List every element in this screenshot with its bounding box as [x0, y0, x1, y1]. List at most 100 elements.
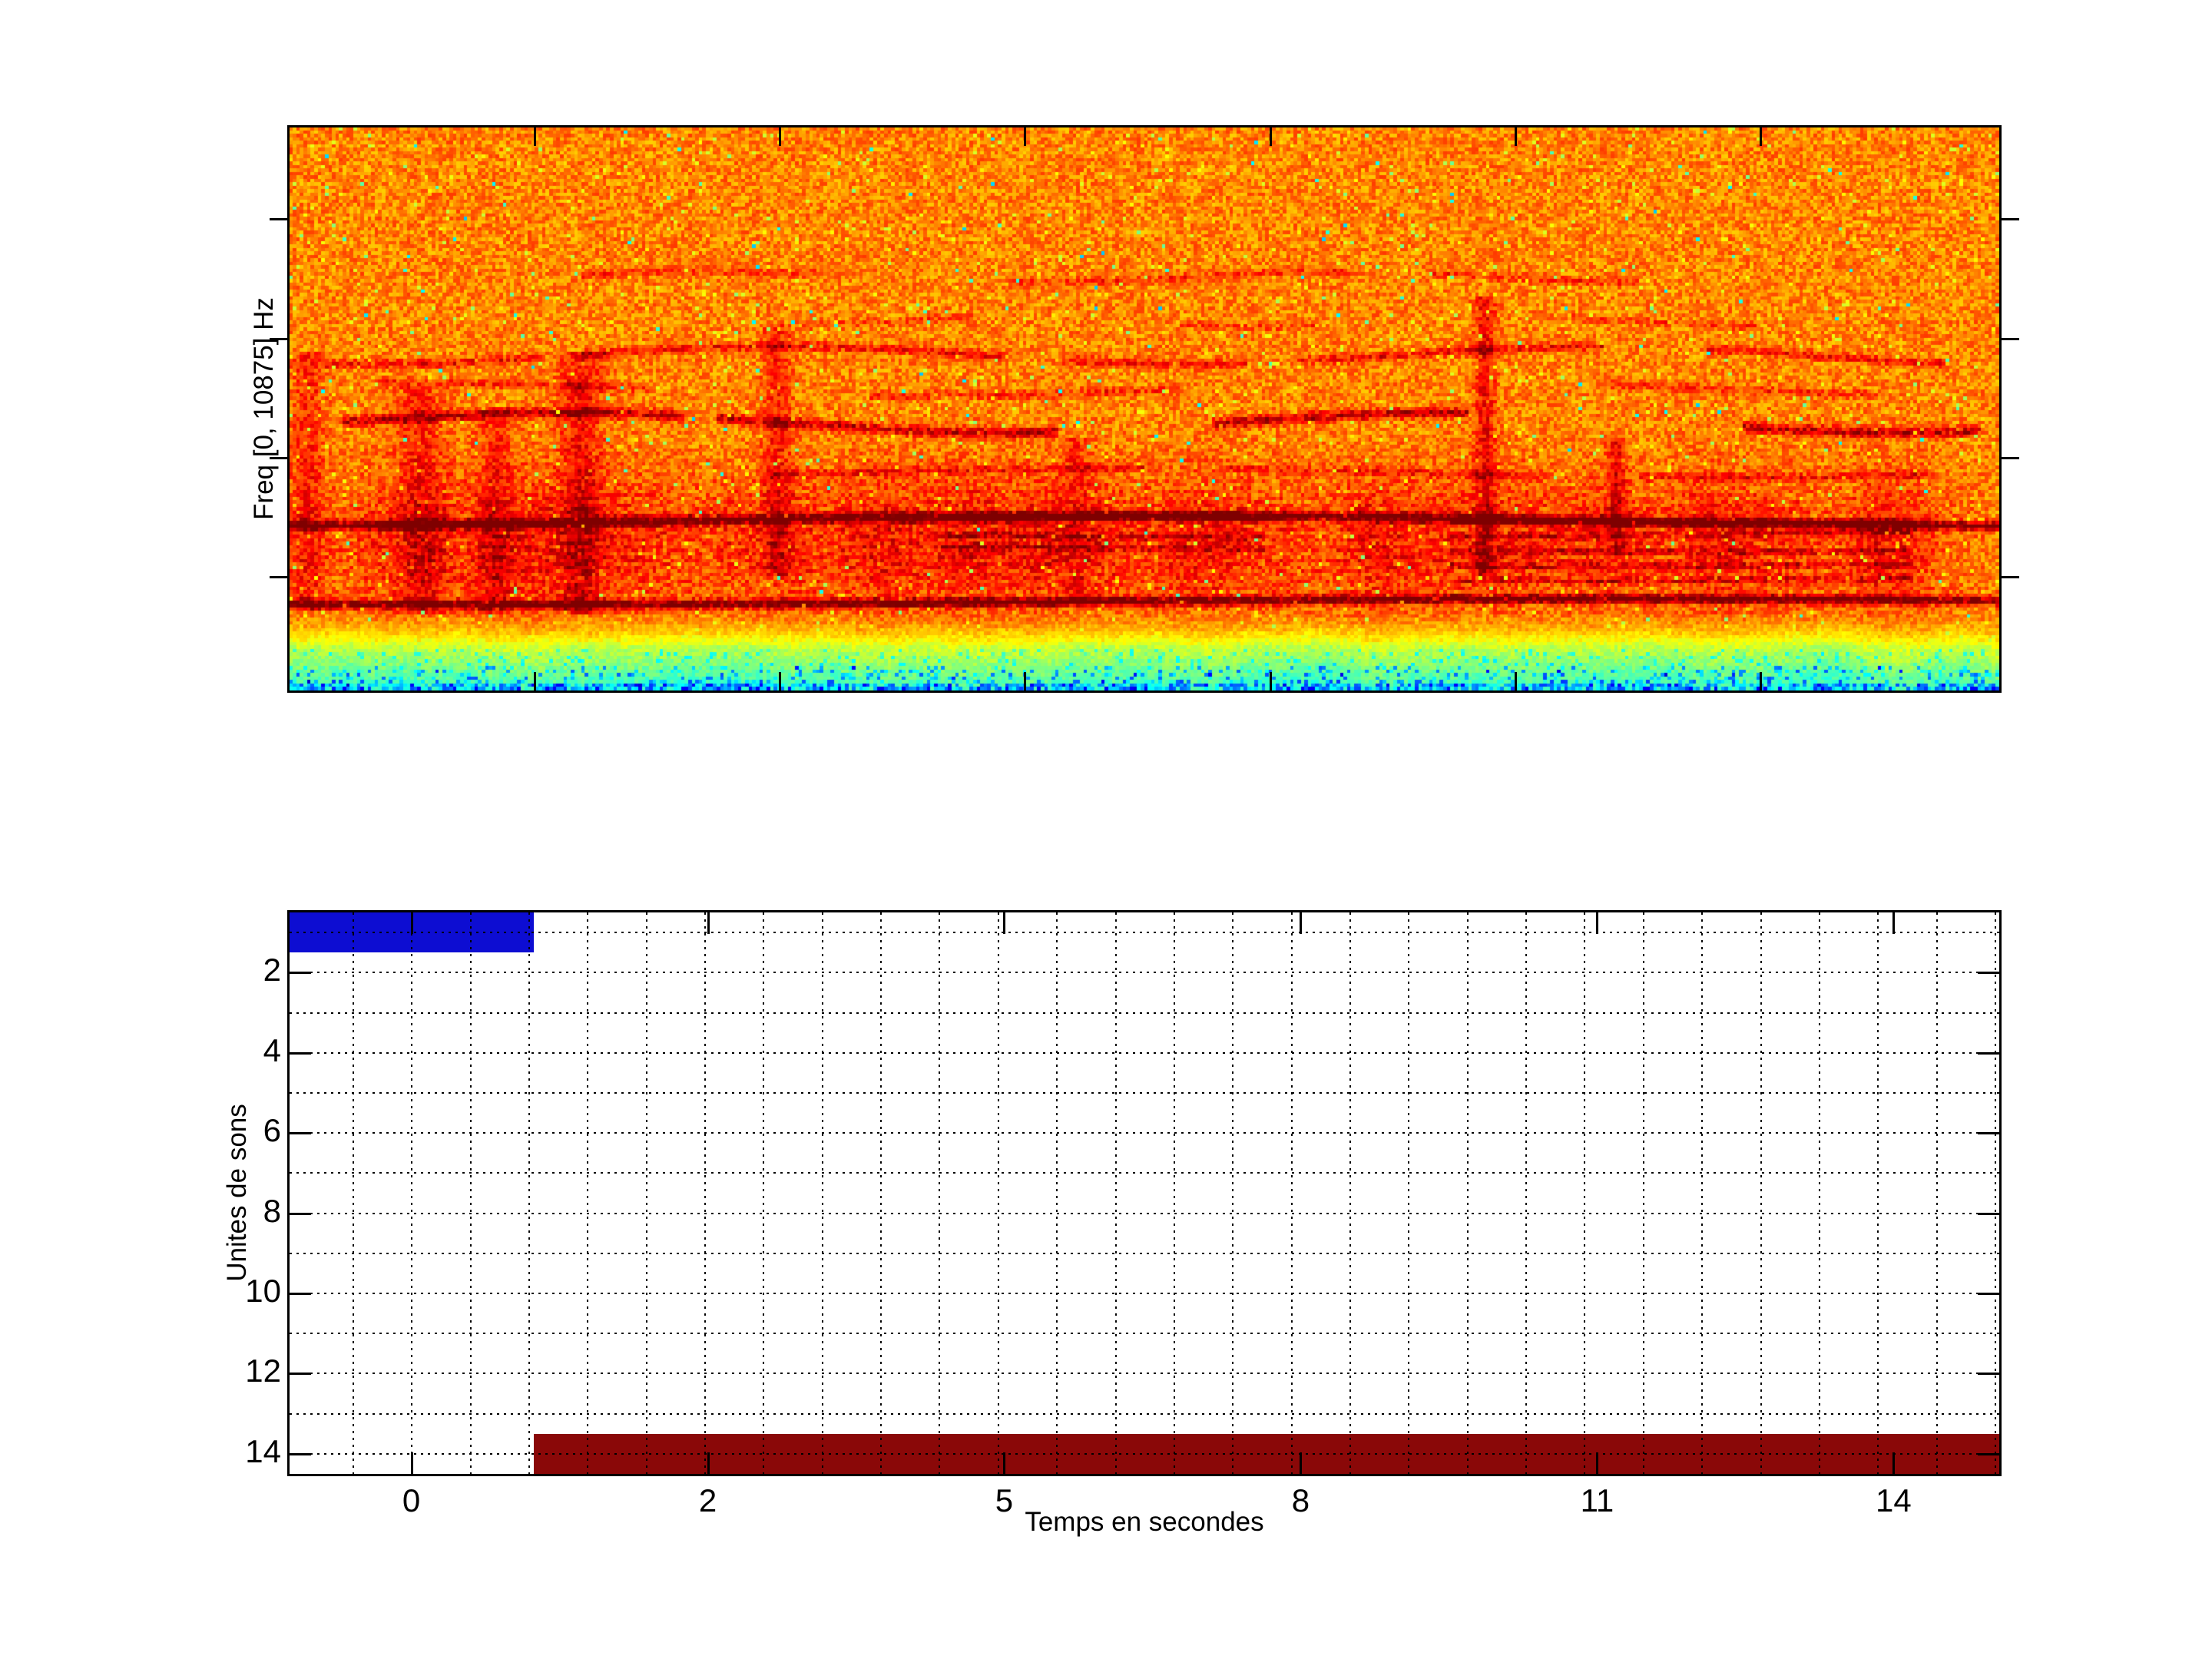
grid-line-v-14 — [1174, 912, 1175, 1474]
grid-line-v-18 — [1408, 912, 1409, 1474]
grid-line-v-20 — [1525, 912, 1527, 1474]
x-tick-bottom-0 — [411, 1452, 413, 1474]
x-tick-label-5: 5 — [995, 1482, 1014, 1518]
spec-x-tick-top-2 — [1024, 127, 1026, 146]
y-tick-right-2 — [1978, 1132, 1999, 1134]
grid-line-v-4 — [587, 912, 588, 1474]
spec-x-tick-bottom-1 — [779, 672, 781, 690]
grid-line-v-11 — [998, 912, 999, 1474]
y-tick-label-12: 12 — [245, 1353, 281, 1389]
y-tick-right-5 — [1978, 1373, 1999, 1375]
x-tick-bottom-1 — [707, 1452, 710, 1474]
grid-line-h-1 — [290, 932, 1999, 933]
spec-y-tick-right-2 — [2002, 457, 2019, 459]
grid-line-h-3 — [290, 1012, 1999, 1014]
grid-line-h-13 — [290, 1413, 1999, 1415]
x-tick-bottom-3 — [1300, 1452, 1302, 1474]
x-tick-label-11: 11 — [1580, 1482, 1614, 1518]
spec-y-tick-right-3 — [2002, 576, 2019, 578]
grid-line-v-21 — [1584, 912, 1585, 1474]
grid-line-v-10 — [939, 912, 940, 1474]
grid-line-h-6 — [290, 1132, 1999, 1134]
grid-line-h-12 — [290, 1373, 1999, 1374]
spec-y-tick-left-2 — [270, 457, 287, 459]
grid-line-h-10 — [290, 1293, 1999, 1294]
y-tick-label-2: 2 — [263, 952, 281, 988]
x-tick-top-5 — [1892, 912, 1895, 934]
grid-line-v-3 — [528, 912, 530, 1474]
spec-x-tick-bottom-3 — [1270, 672, 1272, 690]
spec-x-tick-top-0 — [534, 127, 536, 146]
grid-line-h-7 — [290, 1172, 1999, 1174]
grid-line-h-11 — [290, 1333, 1999, 1334]
x-tick-label-0: 0 — [402, 1482, 421, 1518]
y-tick-left-5 — [290, 1373, 311, 1375]
grid-line-h-8 — [290, 1213, 1999, 1214]
y-tick-right-4 — [1978, 1293, 1999, 1295]
grid-line-v-8 — [822, 912, 823, 1474]
grid-line-v-28 — [1995, 912, 1996, 1474]
spec-y-tick-left-1 — [270, 338, 287, 340]
spec-x-tick-top-3 — [1270, 127, 1272, 146]
y-tick-left-1 — [290, 1052, 311, 1055]
y-tick-right-6 — [1978, 1453, 1999, 1455]
grid-line-v-22 — [1643, 912, 1644, 1474]
x-tick-label-2: 2 — [698, 1482, 717, 1518]
y-tick-left-0 — [290, 972, 311, 974]
grid-line-v-1 — [411, 912, 412, 1474]
grid-line-h-4 — [290, 1052, 1999, 1054]
grid-line-v-0 — [353, 912, 354, 1474]
spec-x-tick-top-4 — [1515, 127, 1517, 146]
grid-line-h-2 — [290, 972, 1999, 973]
y-tick-label-10: 10 — [245, 1273, 281, 1310]
grid-line-h-5 — [290, 1092, 1999, 1094]
spec-x-tick-top-5 — [1760, 127, 1762, 146]
x-tick-bottom-2 — [1003, 1452, 1005, 1474]
grid-line-v-16 — [1291, 912, 1293, 1474]
spec-x-tick-bottom-5 — [1760, 672, 1762, 690]
spectrogram-image — [290, 127, 1999, 690]
y-tick-label-14: 14 — [245, 1432, 281, 1469]
grid-line-h-9 — [290, 1253, 1999, 1254]
spectrogram-ylabel: Freq [0, 10875] Hz — [249, 297, 279, 520]
x-tick-top-4 — [1596, 912, 1598, 934]
spec-y-tick-right-1 — [2002, 338, 2019, 340]
grid-line-v-24 — [1760, 912, 1762, 1474]
grid-line-v-23 — [1701, 912, 1703, 1474]
x-tick-top-3 — [1300, 912, 1302, 934]
spec-x-tick-top-1 — [779, 127, 781, 146]
grid-line-v-13 — [1115, 912, 1117, 1474]
bar-chart-axes — [287, 910, 2002, 1476]
spec-x-tick-bottom-0 — [534, 672, 536, 690]
y-tick-right-0 — [1978, 972, 1999, 974]
spec-x-tick-bottom-4 — [1515, 672, 1517, 690]
x-tick-bottom-4 — [1596, 1452, 1598, 1474]
y-tick-left-2 — [290, 1132, 311, 1134]
spectrogram-axes — [270, 125, 2019, 693]
y-tick-left-4 — [290, 1293, 311, 1295]
y-tick-label-4: 4 — [263, 1031, 281, 1068]
grid-line-v-5 — [646, 912, 647, 1474]
grid-line-v-12 — [1056, 912, 1058, 1474]
x-tick-top-1 — [707, 912, 710, 934]
grid-line-v-25 — [1819, 912, 1820, 1474]
spec-y-tick-left-0 — [270, 218, 287, 220]
spec-x-tick-bottom-2 — [1024, 672, 1026, 690]
y-tick-right-1 — [1978, 1052, 1999, 1055]
grid-line-v-9 — [880, 912, 882, 1474]
grid-line-v-26 — [1877, 912, 1879, 1474]
spec-y-tick-left-3 — [270, 576, 287, 578]
grid-line-v-19 — [1467, 912, 1469, 1474]
y-tick-right-3 — [1978, 1213, 1999, 1215]
grid-line-v-2 — [470, 912, 472, 1474]
grid-line-v-6 — [704, 912, 706, 1474]
x-tick-bottom-5 — [1892, 1452, 1895, 1474]
x-tick-label-8: 8 — [1291, 1482, 1310, 1518]
grid-line-v-7 — [763, 912, 764, 1474]
grid-line-v-17 — [1349, 912, 1351, 1474]
grid-line-v-27 — [1936, 912, 1938, 1474]
grid-line-v-15 — [1232, 912, 1233, 1474]
y-tick-label-6: 6 — [263, 1112, 281, 1149]
x-tick-top-0 — [411, 912, 413, 934]
